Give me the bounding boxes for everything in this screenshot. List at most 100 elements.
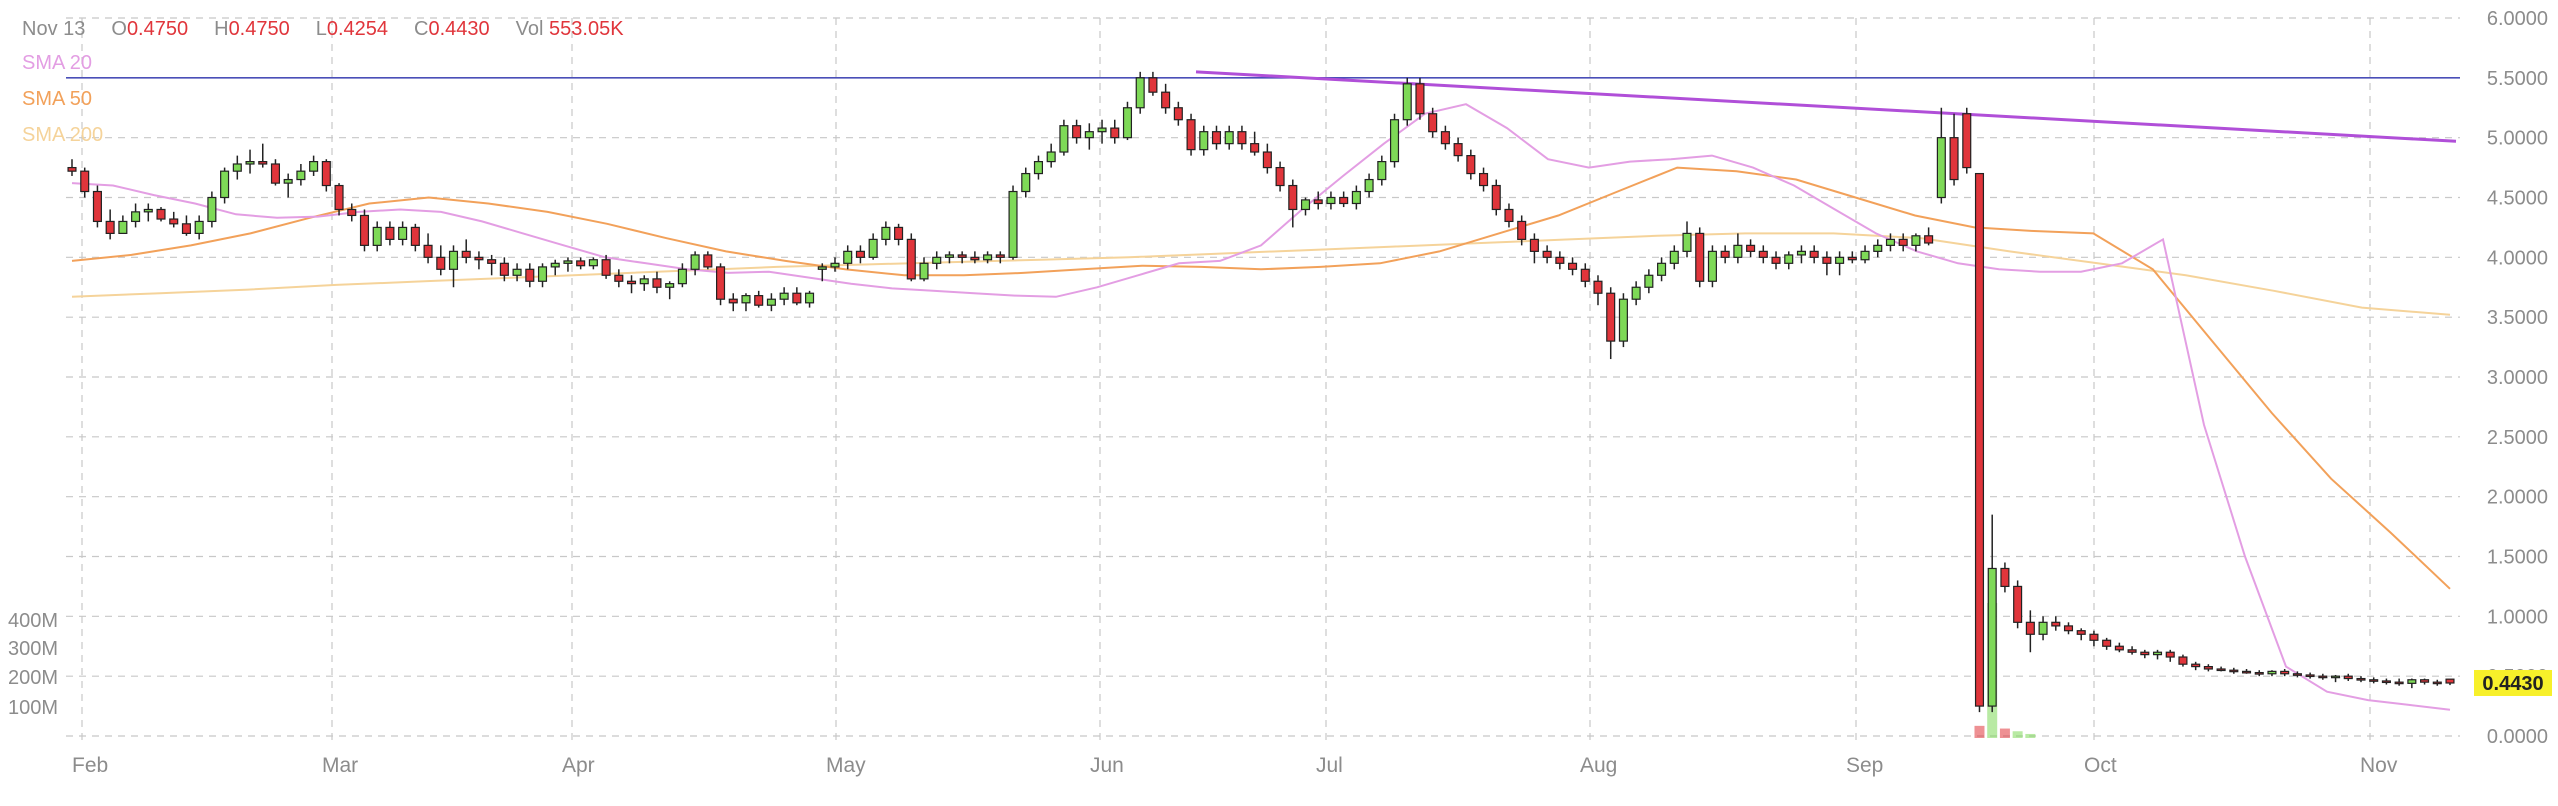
x-tick-label: Sep [1846,754,1883,777]
y-tick-label: 6.0000 [2487,8,2548,30]
candle-body [1669,250,1679,264]
candle-body [1720,250,1730,258]
x-tick-label: Mar [322,754,358,777]
header-volume: Vol 553.05K [515,18,624,40]
x-tick-label: Jul [1316,754,1343,777]
candle-body [1873,244,1883,252]
candle-body [1618,298,1628,342]
sma200-line [71,232,2451,316]
candle-body [2318,675,2328,679]
candle-body [1695,232,1705,282]
candle-body [1199,131,1209,151]
candle-body [321,161,331,187]
candle-body [1606,292,1616,342]
candle-body [1555,256,1565,264]
candle-body [2076,630,2086,635]
legend-sma20[interactable]: SMA 20 [22,52,93,74]
candle-body [156,208,166,220]
legend-sma50[interactable]: SMA 50 [22,88,93,110]
candle-body [1860,250,1870,261]
candle-body [1275,166,1285,187]
candle-body [1161,91,1171,109]
legend-sma200[interactable]: SMA 200 [22,124,104,146]
volume-bar [2012,731,2023,738]
candle-body [1568,262,1578,270]
sma50-line [71,166,2451,590]
candle-body [448,250,459,270]
candle-body [2038,621,2048,635]
candle-body [1072,125,1082,139]
candle-body [1835,256,1845,264]
candle-body [1746,244,1756,252]
candle-body [1796,250,1806,256]
candle-body [334,184,344,211]
candle-body [741,295,751,304]
candle-body [2420,679,2430,683]
candle-body [169,218,179,225]
candle-body [1262,151,1272,169]
candle-body [347,208,357,217]
candle-body [1300,199,1311,211]
candle-body [626,280,637,285]
candle-body [703,254,713,268]
candle-body [766,298,776,306]
candle-body [372,226,382,246]
candle-body [1339,196,1349,205]
candle-body [1173,107,1183,121]
candle-body [805,292,815,304]
candle-body [1949,137,1959,181]
candle-body [1021,172,1031,193]
candle-body [1389,119,1400,163]
candle-body [1097,127,1107,133]
candle-body [525,268,535,282]
candle-body [423,244,433,258]
candle-body [207,196,217,223]
candle-body [1110,127,1120,139]
candle-body [1059,125,1069,153]
sma20-line [71,103,2451,711]
candle-body [2025,621,2035,635]
candle-body [80,170,90,193]
candle-body [601,259,611,276]
candle-body [2432,681,2442,685]
candle-body [2369,679,2379,682]
candle-body [232,163,242,172]
candle-body [1415,83,1425,115]
candle-body [1987,567,1997,707]
candle-body [131,211,141,223]
last-price-badge [2474,669,2552,696]
candle-body [499,262,509,276]
candle-body [728,298,738,304]
candle-body [1250,143,1260,153]
candle-body [2000,567,2010,588]
candle-body [1364,178,1374,193]
candle-body [2254,671,2264,675]
candle-body [792,292,802,304]
y-tick-label: 2.5000 [2487,427,2548,449]
candle-body [1771,256,1781,264]
candle-body [1237,131,1247,145]
candle-body [1033,161,1044,175]
candle-body [1084,131,1094,139]
candle-body [2178,656,2188,665]
candle-body [1529,238,1539,252]
candle-body [385,226,395,240]
volume-tick-label: 100M [8,697,58,719]
candle-body [1008,190,1018,258]
volume-bar [1999,728,2010,738]
x-tick-label: Jun [1090,754,1124,777]
candle-body [1135,77,1145,109]
candle-body [1542,250,1552,258]
header-high: H0.4750 [214,18,290,40]
candle-body [957,254,967,258]
volume-bar [1974,725,1985,738]
ohlc-header: Nov 13 O0.4750 H0.4750 L0.4254 C0.4430 V… [22,18,624,41]
candle-body [894,226,904,240]
y-tick-label: 1.0000 [2487,606,2548,628]
y-tick-label: 0.0000 [2487,726,2548,748]
candle-body [639,278,649,285]
candle-body [843,250,853,264]
last-price-label: 0.4430 [2482,673,2543,695]
